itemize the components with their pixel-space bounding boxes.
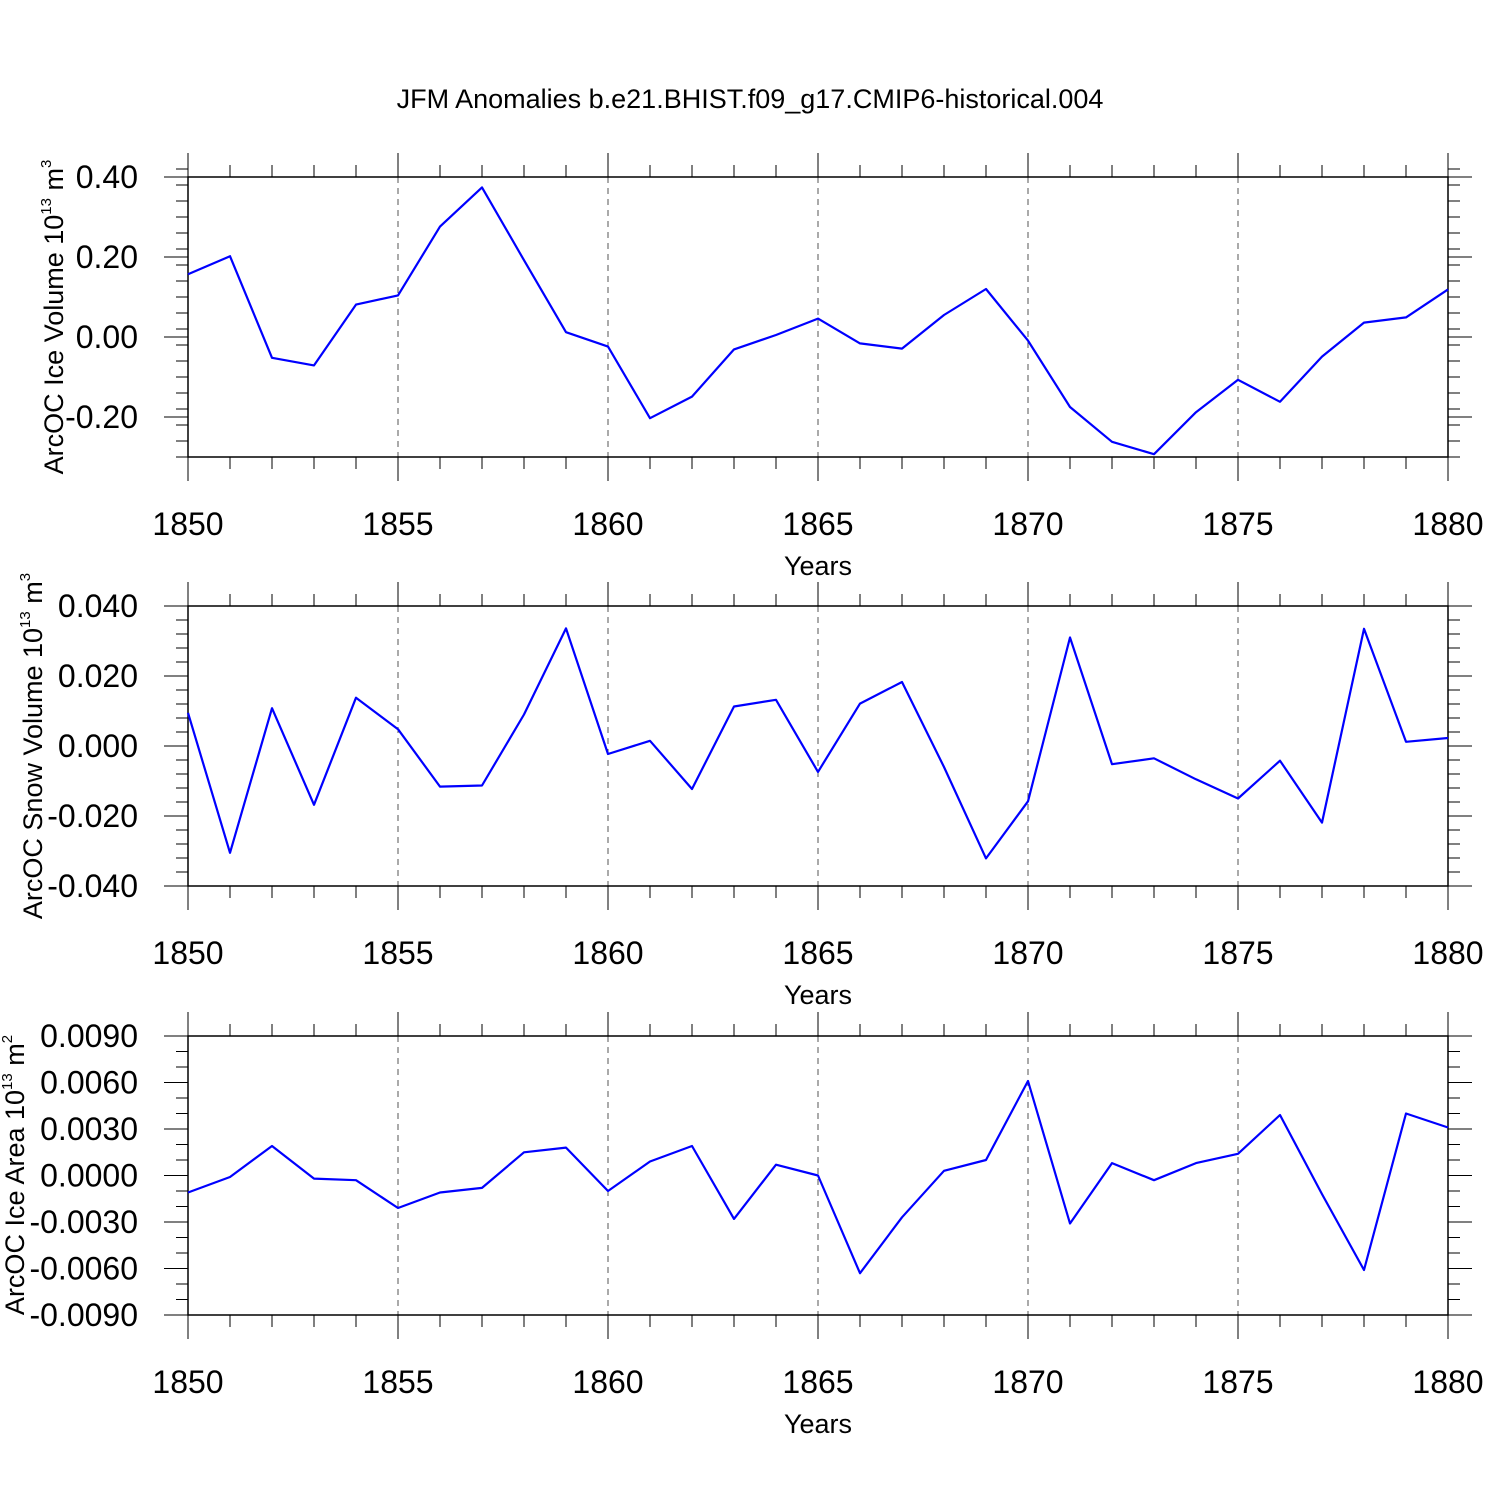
y-axis-label: ArcOC Ice Area 1013 m2	[0, 1035, 30, 1315]
y-axis-label-unit-exponent: 3	[17, 573, 34, 581]
series-line-1	[187, 1079, 1449, 1275]
y-axis-label-exponent: 13	[38, 198, 55, 215]
x-tick-label: 1875	[1202, 506, 1273, 542]
y-axis-label-exponent: 13	[17, 611, 34, 628]
x-axis-label: Years	[784, 1409, 852, 1439]
y-tick-label: 0.40	[76, 159, 138, 195]
y-axis-label-main: ArcOC Snow Volume 10	[18, 628, 48, 919]
panel-2: -0.040 -0.020 0.000 0.020 0.040 1850 1855 1860 1…	[17, 573, 1484, 1010]
panel-3: -0.0090 -0.0060 -0.0030 0.0000 0.0030 0.0060 0…	[0, 1012, 1484, 1439]
x-axis-label: Years	[784, 980, 852, 1010]
y-tick-label: 0.040	[58, 588, 138, 624]
y-axis-label-unit: m	[18, 581, 48, 611]
y-tick-label: -0.20	[65, 399, 138, 435]
y-axis-label-exponent: 13	[0, 1073, 16, 1090]
x-tick-label: 1870	[992, 506, 1063, 542]
y-tick-label: -0.0060	[29, 1251, 138, 1287]
x-axis-label: Years	[784, 551, 852, 581]
x-tick-label: 1880	[1412, 1364, 1483, 1400]
panel-1: -0.20 0.00 0.20 0.40 1850 1855 1860 1865 1870 187…	[38, 153, 1484, 581]
x-tick-label: 1850	[152, 506, 223, 542]
x-tick-label: 1855	[362, 506, 433, 542]
y-tick-label: -0.0090	[29, 1297, 138, 1333]
y-axis-label: ArcOC Ice Volume 1013 m3	[38, 160, 69, 475]
y-tick-label: 0.0030	[40, 1111, 138, 1147]
y-tick-label: 0.020	[58, 658, 138, 694]
x-tick-label: 1860	[572, 506, 643, 542]
x-tick-label: 1850	[152, 1364, 223, 1400]
x-tick-label: 1865	[782, 1364, 853, 1400]
y-tick-label: -0.040	[47, 868, 138, 904]
y-axis-label-unit-exponent: 2	[0, 1035, 16, 1043]
x-tick-label: 1850	[152, 935, 223, 971]
x-tick-label: 1855	[362, 935, 433, 971]
y-axis-label: ArcOC Snow Volume 1013 m3	[17, 573, 48, 919]
y-tick-label: 0.0000	[40, 1158, 138, 1194]
x-tick-label: 1860	[572, 1364, 643, 1400]
panels: -0.20 0.00 0.20 0.40 1850 1855 1860 1865 1870 187…	[0, 153, 1484, 1439]
y-tick-label: 0.00	[76, 319, 138, 355]
y-tick-label: 0.0090	[40, 1018, 138, 1054]
x-tick-label: 1865	[782, 935, 853, 971]
y-axis-label-unit-exponent: 3	[38, 160, 55, 168]
y-axis-label-main: ArcOC Ice Volume 10	[39, 215, 69, 475]
x-tick-label: 1875	[1202, 1364, 1273, 1400]
x-tick-label: 1875	[1202, 935, 1273, 971]
x-tick-label: 1870	[992, 1364, 1063, 1400]
chart-title: JFM Anomalies b.e21.BHIST.f09_g17.CMIP6-…	[397, 84, 1104, 114]
series-line-1	[186, 627, 1449, 860]
x-tick-label: 1880	[1412, 506, 1483, 542]
y-tick-label: -0.0030	[29, 1204, 138, 1240]
x-tick-label: 1865	[782, 506, 853, 542]
x-tick-label: 1860	[572, 935, 643, 971]
x-tick-label: 1855	[362, 1364, 433, 1400]
y-tick-label: 0.000	[58, 728, 138, 764]
series-line-1	[187, 186, 1449, 456]
y-tick-label: 0.0060	[40, 1065, 138, 1101]
x-tick-label: 1880	[1412, 935, 1483, 971]
y-axis-label-unit: m	[39, 168, 69, 198]
x-tick-label: 1870	[992, 935, 1063, 971]
y-tick-label: -0.020	[47, 798, 138, 834]
y-axis-label-unit: m	[0, 1043, 30, 1073]
y-tick-label: 0.20	[76, 239, 138, 275]
y-axis-label-main: ArcOC Ice Area 10	[0, 1090, 30, 1315]
